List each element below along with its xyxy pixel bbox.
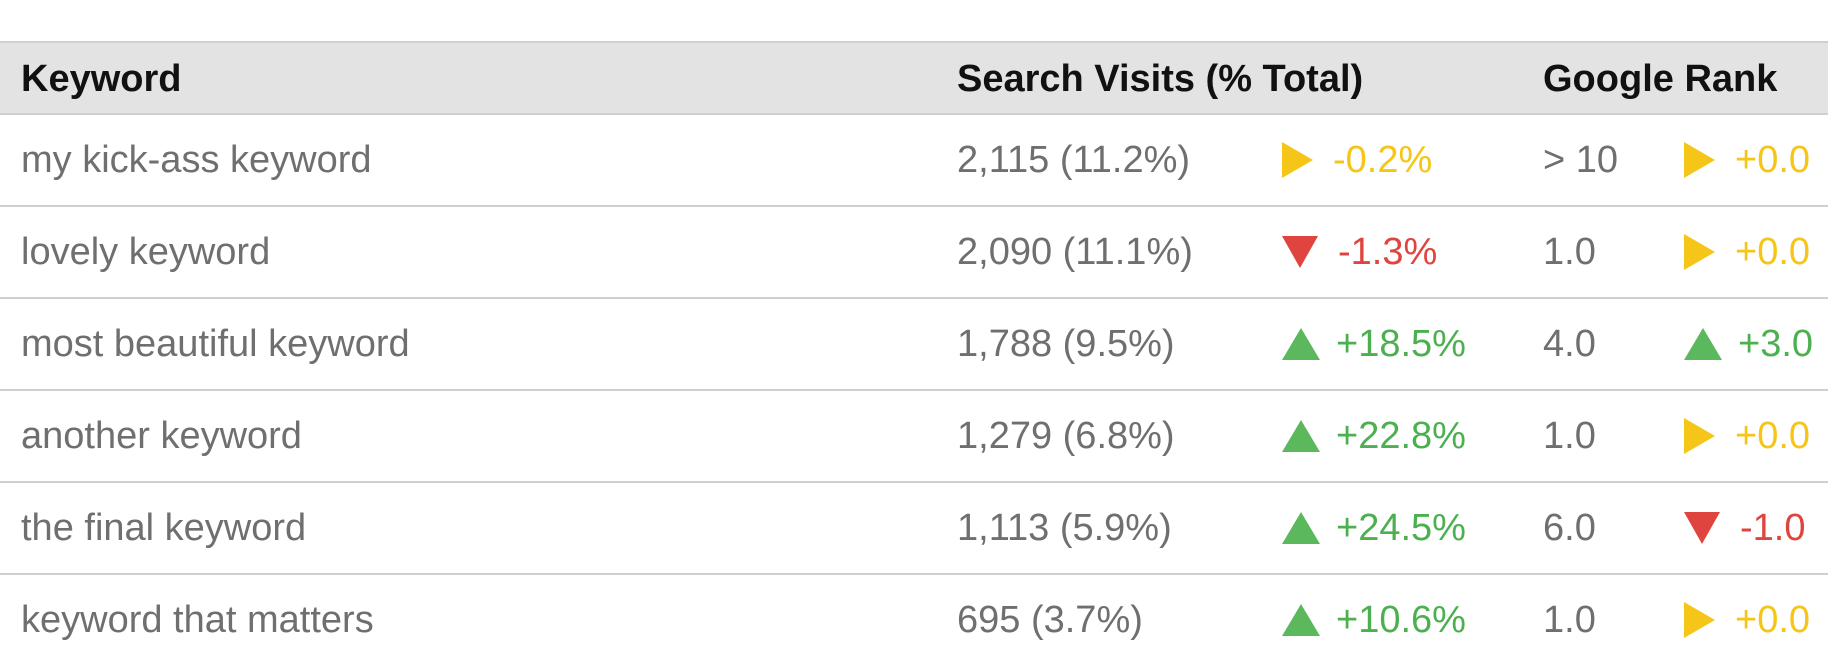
triangle-up-icon bbox=[1282, 420, 1320, 452]
rank-change-value: +0.0 bbox=[1735, 599, 1811, 641]
table-row: the final keyword 1,113 (5.9%) +24.5% 6.… bbox=[0, 483, 1828, 575]
rank-change-value: +0.0 bbox=[1735, 231, 1811, 273]
keyword-cell: another keyword bbox=[21, 415, 302, 457]
rank-change: +0.0 bbox=[1684, 115, 1810, 205]
keyword-cell: the final keyword bbox=[21, 507, 307, 549]
visits-change-value: +24.5% bbox=[1336, 507, 1466, 549]
header-search-visits[interactable]: Search Visits (% Total) bbox=[957, 58, 1364, 100]
visits-change: +24.5% bbox=[1282, 483, 1466, 573]
table-row: lovely keyword 2,090 (11.1%) -1.3% 1.0 +… bbox=[0, 207, 1828, 299]
triangle-right-icon bbox=[1684, 142, 1715, 178]
triangle-up-icon bbox=[1282, 512, 1320, 544]
triangle-up-icon bbox=[1282, 604, 1320, 636]
header-keyword[interactable]: Keyword bbox=[21, 58, 182, 100]
visits-change-value: +18.5% bbox=[1336, 323, 1466, 365]
visits-change: +18.5% bbox=[1282, 299, 1466, 389]
visits-change: -1.3% bbox=[1282, 207, 1437, 297]
visits-cell: 1,113 (5.9%) bbox=[957, 507, 1172, 549]
rank-change: +0.0 bbox=[1684, 575, 1810, 665]
visits-cell: 695 (3.7%) bbox=[957, 599, 1143, 641]
rank-cell: 1.0 bbox=[1543, 231, 1596, 273]
visits-change: -0.2% bbox=[1282, 115, 1432, 205]
rank-cell: > 10 bbox=[1543, 139, 1619, 181]
rank-change-value: +3.0 bbox=[1738, 323, 1814, 365]
visits-change-value: +10.6% bbox=[1336, 599, 1466, 641]
header-google-rank[interactable]: Google Rank bbox=[1543, 58, 1778, 100]
table-row: keyword that matters 695 (3.7%) +10.6% 1… bbox=[0, 575, 1828, 667]
table-row: most beautiful keyword 1,788 (9.5%) +18.… bbox=[0, 299, 1828, 391]
visits-change-value: +22.8% bbox=[1336, 415, 1466, 457]
table-header: Keyword Search Visits (% Total) Google R… bbox=[0, 41, 1828, 115]
visits-change: +22.8% bbox=[1282, 391, 1466, 481]
visits-cell: 1,788 (9.5%) bbox=[957, 323, 1175, 365]
visits-change: +10.6% bbox=[1282, 575, 1466, 665]
visits-cell: 1,279 (6.8%) bbox=[957, 415, 1175, 457]
rank-cell: 1.0 bbox=[1543, 415, 1596, 457]
keyword-cell: lovely keyword bbox=[21, 231, 271, 273]
visits-change-value: -1.3% bbox=[1338, 231, 1438, 273]
rank-change: +0.0 bbox=[1684, 207, 1810, 297]
keyword-cell: my kick-ass keyword bbox=[21, 139, 372, 181]
visits-cell: 2,090 (11.1%) bbox=[957, 231, 1193, 273]
rank-change: +0.0 bbox=[1684, 391, 1810, 481]
rank-cell: 4.0 bbox=[1543, 323, 1596, 365]
triangle-up-icon bbox=[1684, 328, 1722, 360]
rank-change: -1.0 bbox=[1684, 483, 1805, 573]
triangle-down-icon bbox=[1684, 512, 1720, 544]
keyword-table: Keyword Search Visits (% Total) Google R… bbox=[0, 41, 1828, 667]
rank-change-value: +0.0 bbox=[1735, 415, 1811, 457]
rank-change-value: -1.0 bbox=[1740, 507, 1806, 549]
table-row: my kick-ass keyword 2,115 (11.2%) -0.2% … bbox=[0, 115, 1828, 207]
rank-change-value: +0.0 bbox=[1735, 139, 1811, 181]
triangle-down-icon bbox=[1282, 236, 1318, 268]
triangle-right-icon bbox=[1282, 142, 1313, 178]
table-row: another keyword 1,279 (6.8%) +22.8% 1.0 … bbox=[0, 391, 1828, 483]
triangle-right-icon bbox=[1684, 234, 1715, 270]
triangle-right-icon bbox=[1684, 602, 1715, 638]
rank-change: +3.0 bbox=[1684, 299, 1813, 389]
visits-cell: 2,115 (11.2%) bbox=[957, 139, 1191, 181]
triangle-up-icon bbox=[1282, 328, 1320, 360]
keyword-cell: keyword that matters bbox=[21, 599, 374, 641]
rank-cell: 6.0 bbox=[1543, 507, 1596, 549]
visits-change-value: -0.2% bbox=[1333, 139, 1433, 181]
keyword-cell: most beautiful keyword bbox=[21, 323, 410, 365]
triangle-right-icon bbox=[1684, 418, 1715, 454]
rank-cell: 1.0 bbox=[1543, 599, 1596, 641]
